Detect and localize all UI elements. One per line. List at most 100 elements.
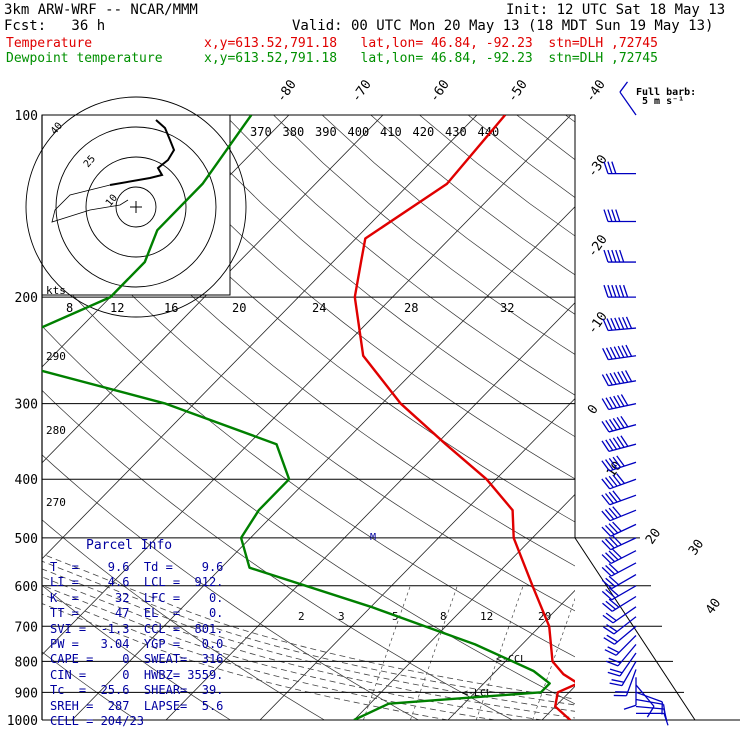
mixing-ratio-label: 2 xyxy=(298,610,305,623)
hodograph-trace xyxy=(51,184,129,223)
parcel-info-row: PW = 3.04 YGP = 0.0 xyxy=(50,637,224,651)
dry-adiabat xyxy=(370,115,575,276)
wind-barb xyxy=(601,548,637,564)
parcel-info-row: CAPE = 0 SWEAT= 316 xyxy=(50,652,224,667)
pressure-label: 100 xyxy=(15,109,38,124)
dry-adiabat xyxy=(419,115,575,237)
pressure-label: 400 xyxy=(15,473,38,488)
isotherm-label: -20 xyxy=(585,232,611,260)
dewpoint-line xyxy=(42,115,551,720)
hodograph-speed-label: 20 xyxy=(232,301,246,315)
isotherm xyxy=(730,115,740,720)
wind-barb xyxy=(601,535,637,551)
forecast-hour: Fcst: 36 h xyxy=(4,18,106,34)
pressure-label: 600 xyxy=(15,580,38,595)
pressure-grid xyxy=(41,114,740,721)
dry-adiabat xyxy=(565,115,575,123)
hodograph-ring xyxy=(115,186,157,228)
wind-barb xyxy=(603,209,636,223)
adiabat-label: 270 xyxy=(46,496,66,509)
parcel-info-row: CIN = 0 HWBZ= 3559. xyxy=(50,667,224,682)
wind-barb xyxy=(609,661,637,687)
isotherm xyxy=(0,115,7,720)
parcel-info-title: Parcel Info xyxy=(86,538,173,553)
hodograph-speed-label: 16 xyxy=(164,301,178,315)
parcel-info-row: K = 32 LFC = 0. xyxy=(50,590,224,605)
barb-legend-units: 5 m s⁻¹ xyxy=(642,96,684,107)
hodograph-ring xyxy=(85,156,187,258)
wind-barb xyxy=(601,455,637,472)
isotherm-label: 0 xyxy=(585,402,602,417)
init-time: Init: 12 UTC Sat 18 May 13 xyxy=(506,2,726,18)
isotherm xyxy=(541,685,575,720)
wind-barb xyxy=(601,490,637,506)
hodograph-ring xyxy=(55,126,217,288)
isotherm-label: 40 xyxy=(703,596,724,617)
mixing-ratio-label: 12 xyxy=(480,610,493,623)
isotherm xyxy=(71,206,575,720)
theta-label: 420 xyxy=(413,125,435,139)
isotherm xyxy=(447,589,575,720)
lcl-marker: <-LCL xyxy=(462,688,492,699)
hodograph-speed-label: 32 xyxy=(500,301,514,315)
wind-barb xyxy=(601,473,637,490)
wind-barb xyxy=(603,249,636,263)
dry-adiabat xyxy=(467,115,575,198)
wind-barb xyxy=(601,435,637,453)
parcel-info-row: SREH = 287 LAPSE= 5.6 xyxy=(50,698,224,713)
wind-barb xyxy=(602,316,637,332)
mixing-ratio-line xyxy=(655,586,702,720)
hodograph-speed-label: 12 xyxy=(110,301,124,315)
dry-adiabat xyxy=(321,115,575,315)
hodograph-trace xyxy=(109,119,176,186)
moist-adiabat xyxy=(42,568,575,712)
isotherm-label: 30 xyxy=(686,537,707,558)
temperature-legend: Temperature xyxy=(6,36,93,51)
wind-barb xyxy=(601,521,637,537)
wind-barb xyxy=(601,506,637,522)
isotherm xyxy=(42,115,572,656)
wind-barb xyxy=(601,370,637,387)
dry-adiabat xyxy=(42,196,575,612)
isotherm xyxy=(353,493,575,720)
isotherm-label: 20 xyxy=(643,526,664,547)
isotherm-label: -30 xyxy=(585,152,611,180)
wind-barb xyxy=(605,643,637,667)
isotherm-label: -50 xyxy=(505,77,531,105)
pressure-label: 300 xyxy=(15,398,38,413)
isotherm xyxy=(636,115,740,720)
dry-adiabat xyxy=(42,584,231,720)
wind-barb xyxy=(602,606,637,624)
sounding-series xyxy=(42,115,575,720)
theta-label: 430 xyxy=(445,125,467,139)
isotherm xyxy=(42,115,384,464)
pressure-label: 900 xyxy=(15,686,38,701)
isotherm xyxy=(259,397,575,720)
mixing-ratio-label: 8 xyxy=(440,610,447,623)
adiabat-label: 280 xyxy=(46,424,66,437)
wind-barb xyxy=(623,677,637,710)
wind-barb xyxy=(601,585,637,601)
valid-time: Valid: 00 UTC Mon 20 May 13 (18 MDT Sun … xyxy=(292,18,714,34)
dry-adiabat xyxy=(175,115,575,438)
dry-adiabat xyxy=(711,115,740,720)
hodograph-ring xyxy=(25,96,247,318)
mixing-ratio-label: 3 xyxy=(338,610,345,623)
wind-barb xyxy=(613,669,637,697)
wind-barb xyxy=(601,394,637,411)
theta-label: 390 xyxy=(315,125,337,139)
parcel-info-row: TT = 47 EL = 0. xyxy=(50,606,224,621)
parcel-info-row: Tc = 25.6 SHEAR= 39. xyxy=(50,683,224,698)
dry-adiabat xyxy=(663,115,740,720)
wind-barb xyxy=(603,625,637,645)
barb-legend-title: Full barb: xyxy=(636,87,696,98)
dry-adiabat xyxy=(78,115,575,523)
dry-adiabat xyxy=(42,651,137,720)
dry-adiabat xyxy=(42,454,419,720)
model-title: 3km ARW-WRF -- NCAR/MMM xyxy=(4,2,198,18)
dry-adiabat xyxy=(42,129,575,567)
hodograph-speed-label: 24 xyxy=(312,301,326,315)
pressure-label: 800 xyxy=(15,655,38,670)
